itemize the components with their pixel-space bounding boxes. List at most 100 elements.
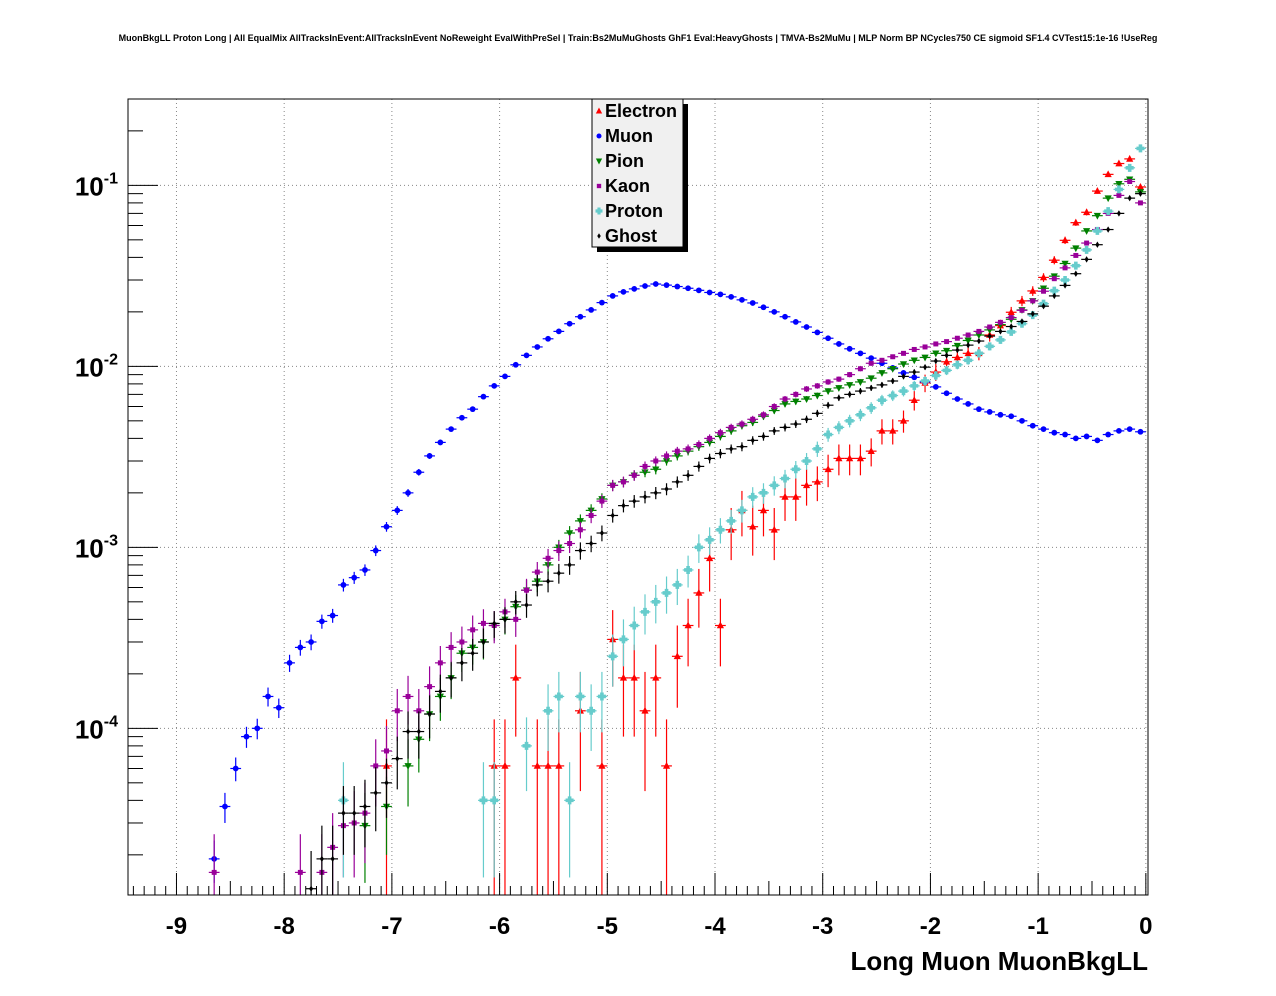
data-point — [1106, 226, 1111, 233]
data-point — [664, 453, 670, 459]
data-point — [931, 371, 940, 380]
legend-marker — [595, 158, 603, 165]
data-point — [535, 581, 540, 589]
data-point — [534, 344, 541, 350]
data-point — [544, 706, 553, 715]
data-point — [512, 673, 520, 681]
data-point — [577, 313, 584, 320]
data-point — [835, 385, 843, 392]
data-point — [554, 692, 563, 701]
data-point — [651, 597, 660, 606]
data-point — [739, 443, 744, 450]
data-point — [652, 281, 659, 287]
data-point — [761, 412, 766, 418]
data-point — [589, 540, 594, 547]
data-point — [965, 332, 971, 338]
data-point — [427, 684, 433, 690]
data-point — [804, 386, 810, 392]
data-point — [803, 324, 810, 330]
data-point — [953, 342, 961, 350]
data-point — [597, 692, 606, 701]
data-point — [449, 674, 454, 682]
data-point — [480, 393, 487, 400]
data-point — [492, 620, 497, 627]
data-point — [954, 396, 961, 402]
data-point — [642, 463, 648, 469]
y-tick-label: 10-4 — [75, 713, 118, 744]
data-point — [373, 763, 379, 769]
legend-label: Muon — [605, 126, 653, 146]
data-point — [868, 355, 875, 362]
data-point — [329, 612, 336, 619]
data-point — [706, 439, 714, 447]
data-point — [910, 381, 919, 390]
data-point — [696, 463, 701, 470]
data-point — [437, 439, 444, 446]
y-tick-label: 10-2 — [75, 351, 118, 382]
data-point — [1029, 286, 1037, 294]
data-point — [1062, 265, 1068, 271]
data-point — [384, 779, 389, 787]
data-point — [480, 620, 486, 626]
data-point — [373, 789, 378, 797]
data-point — [286, 659, 293, 666]
data-point — [856, 379, 865, 386]
data-point — [976, 328, 982, 334]
data-point — [1093, 226, 1102, 235]
data-point — [856, 410, 865, 419]
data-point — [814, 329, 821, 336]
data-point — [1072, 435, 1079, 442]
data-point — [662, 588, 671, 597]
data-point — [362, 803, 367, 810]
data-point — [567, 561, 572, 569]
data-point — [835, 341, 842, 347]
data-point — [275, 704, 282, 711]
data-point — [340, 582, 347, 588]
data-point — [932, 350, 940, 358]
data-point — [889, 426, 897, 434]
data-point — [675, 478, 680, 486]
data-point — [588, 512, 594, 518]
data-point — [1041, 302, 1046, 310]
data-point — [222, 803, 228, 810]
data-point — [534, 569, 540, 575]
data-point — [997, 411, 1004, 418]
data-point — [1040, 426, 1047, 432]
data-point — [707, 435, 713, 441]
data-point — [664, 485, 669, 493]
data-point — [1094, 437, 1101, 444]
data-point — [211, 869, 217, 875]
data-point — [825, 335, 831, 342]
data-point — [1083, 208, 1091, 216]
data-point — [352, 809, 357, 817]
data-point — [1125, 163, 1134, 172]
data-point — [877, 396, 886, 405]
data-point — [964, 349, 972, 357]
data-point — [577, 527, 583, 533]
data-point — [760, 304, 767, 311]
data-point — [879, 357, 885, 363]
data-point — [479, 796, 488, 805]
data-point — [662, 458, 671, 465]
data-point — [653, 458, 659, 464]
data-point — [576, 518, 584, 525]
data-point — [631, 285, 638, 292]
data-point — [802, 456, 811, 465]
data-point — [404, 763, 412, 770]
data-point — [858, 387, 863, 395]
data-point — [1071, 261, 1080, 270]
data-point — [362, 567, 368, 573]
data-point — [781, 401, 789, 408]
data-point — [836, 376, 842, 382]
x-tick-label: -1 — [1027, 913, 1048, 940]
data-point — [749, 522, 757, 530]
data-point — [673, 652, 681, 660]
data-point — [964, 356, 973, 365]
data-point — [490, 796, 499, 805]
legend-marker — [597, 233, 601, 239]
data-point — [609, 293, 616, 299]
data-point — [631, 472, 637, 478]
data-point — [781, 492, 789, 500]
data-point — [438, 688, 443, 695]
legend: Electron Muon Pion Kaon Proton Ghost — [591, 98, 688, 252]
